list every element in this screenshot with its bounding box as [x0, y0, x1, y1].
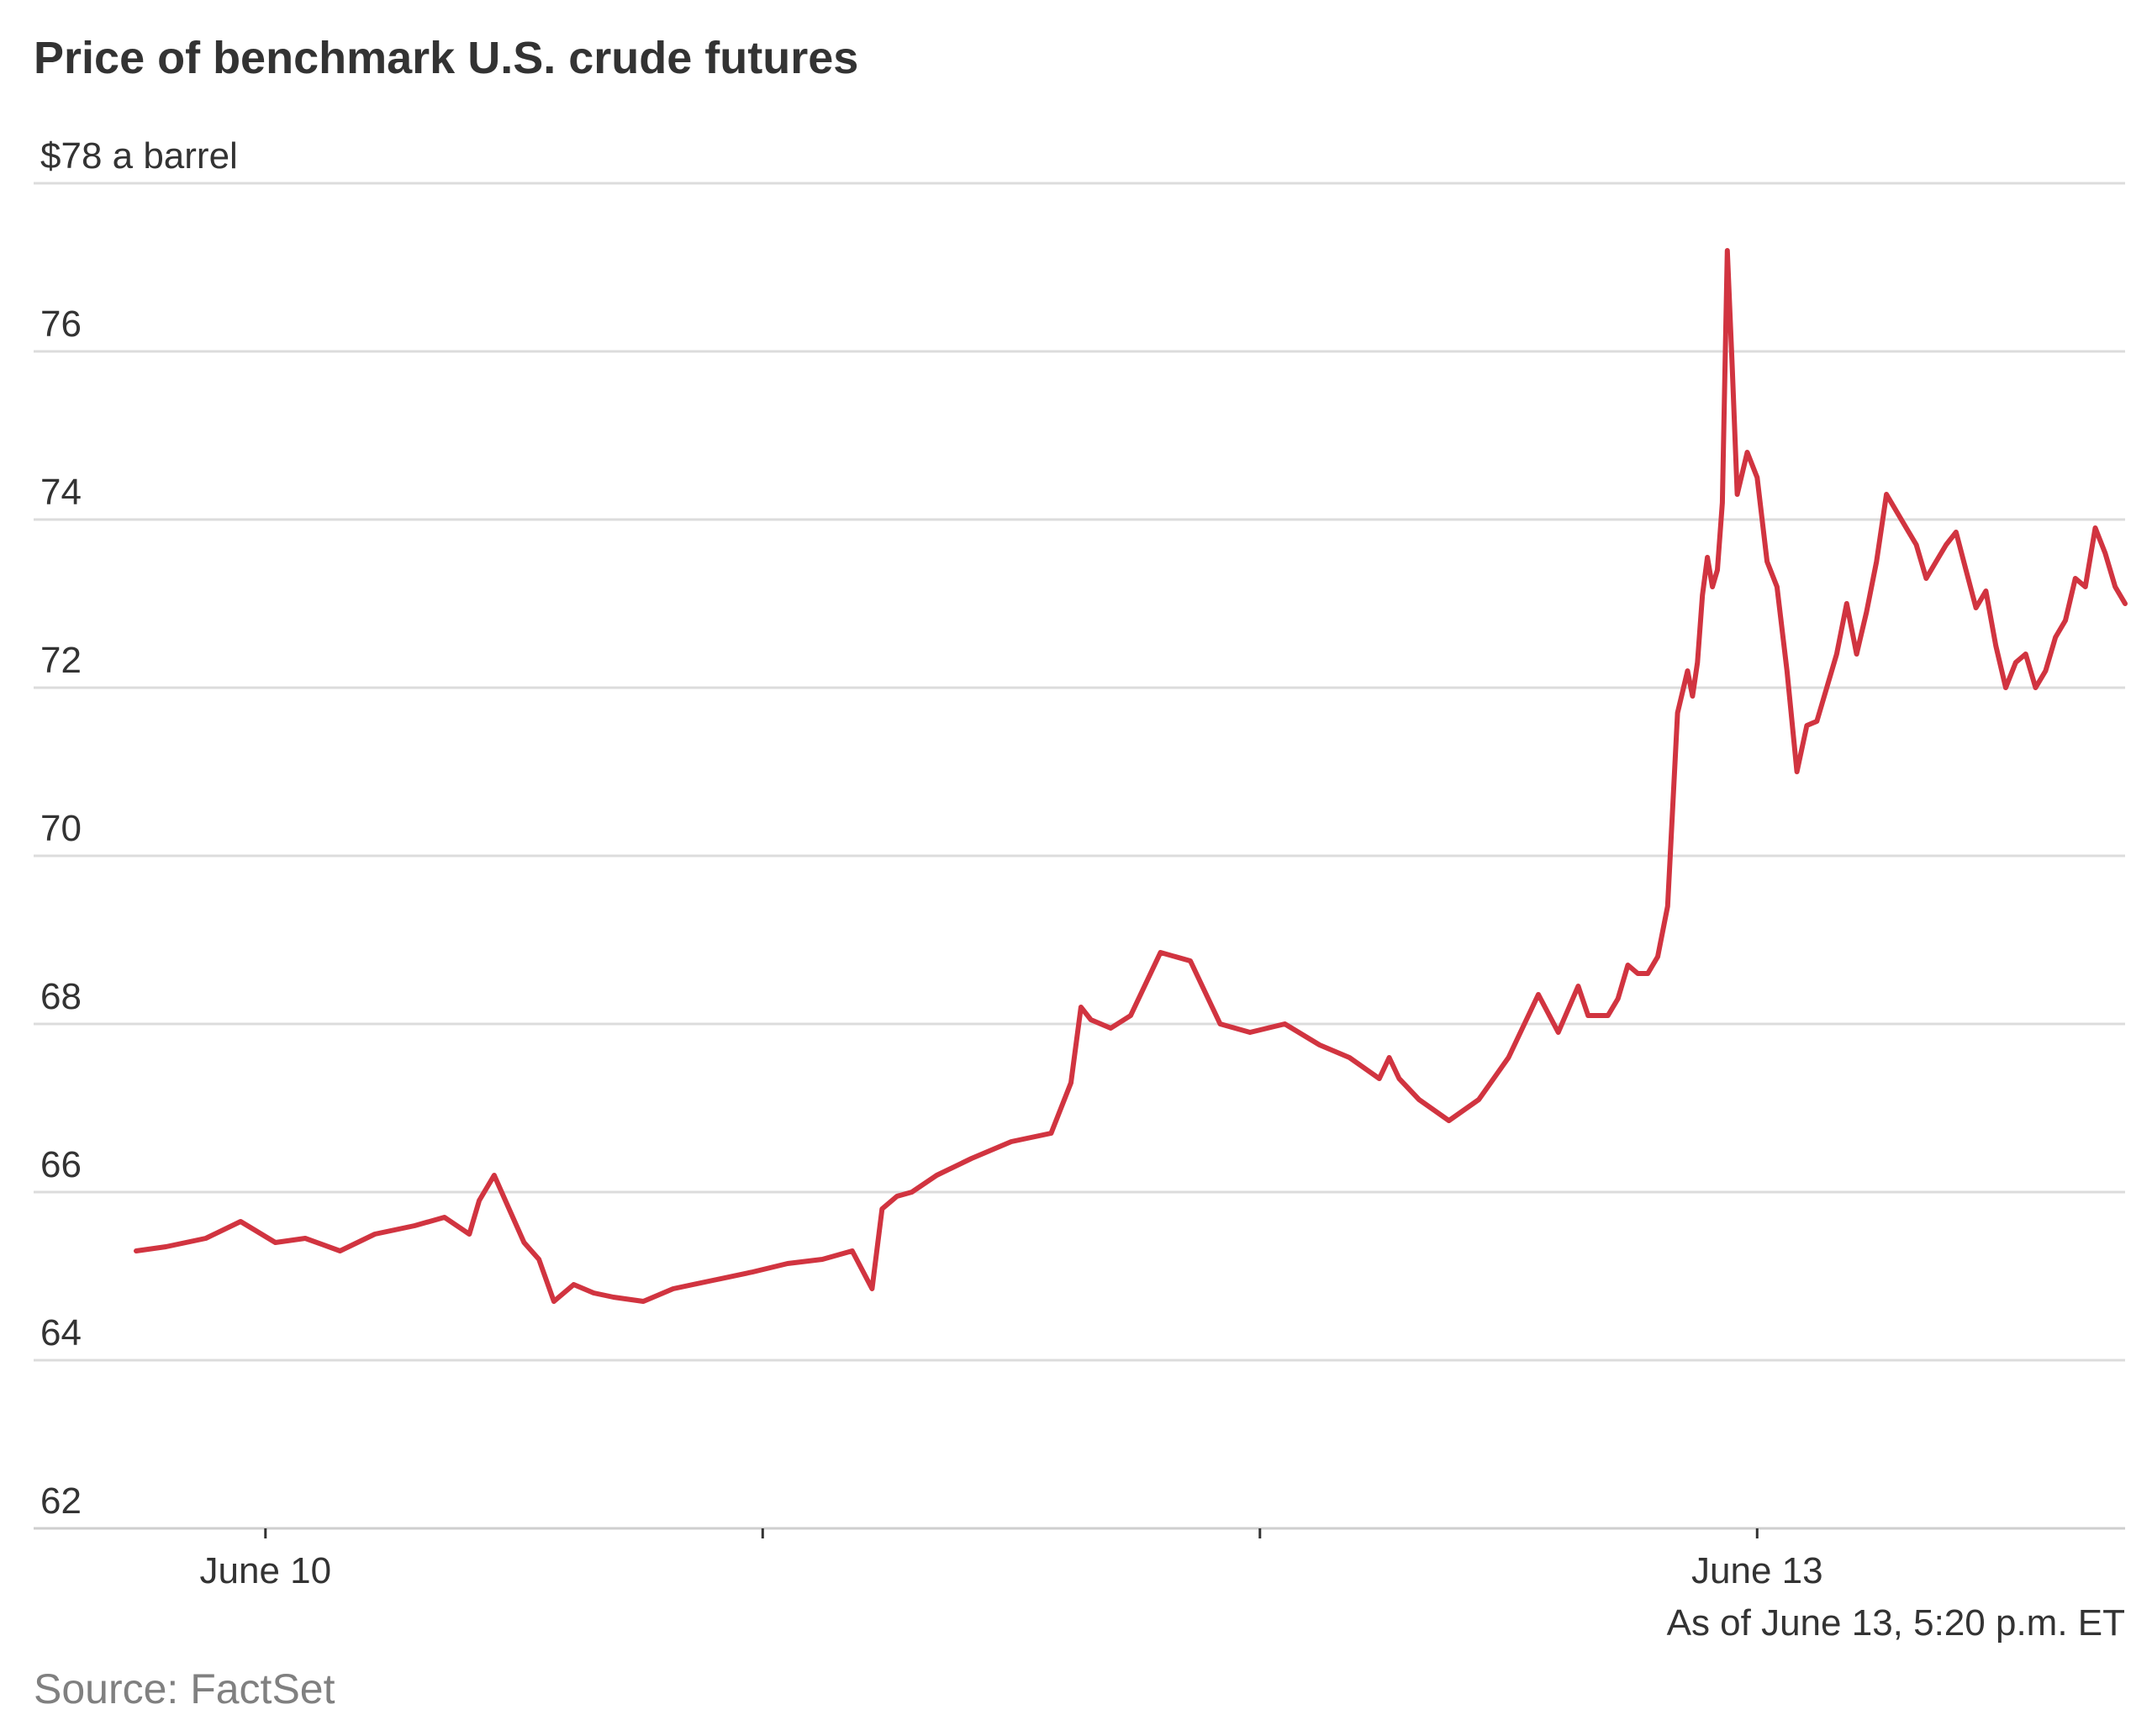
- x-tick-label: June 13: [1691, 1550, 1823, 1591]
- y-tick-label: 66: [40, 1144, 82, 1185]
- y-tick-label: $78 a barrel: [40, 135, 238, 177]
- x-tick-label: June 10: [200, 1550, 332, 1591]
- y-tick-label: 64: [40, 1312, 82, 1353]
- as-of-note: As of June 13, 5:20 p.m. ET: [1667, 1602, 2125, 1644]
- source-note: Source: FactSet: [34, 1665, 335, 1712]
- price-series-line: [134, 248, 2128, 1304]
- y-tick-label: 62: [40, 1480, 82, 1522]
- chart-title: Price of benchmark U.S. crude futures: [34, 33, 859, 83]
- y-tick-label: 74: [40, 472, 82, 513]
- y-tick-label: 70: [40, 808, 82, 849]
- y-tick-label: 68: [40, 976, 82, 1017]
- y-tick-label: 76: [40, 303, 82, 345]
- y-tick-label: 72: [40, 640, 82, 681]
